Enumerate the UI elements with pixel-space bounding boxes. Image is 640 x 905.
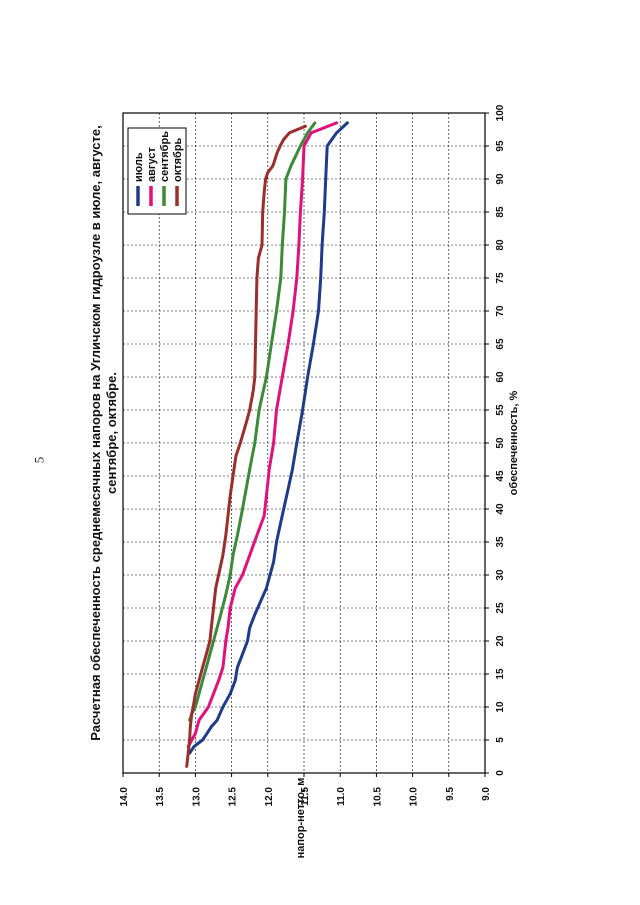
x-tick-label: 15 [495,668,506,680]
series-line-2 [188,121,317,722]
x-tick-label-group: 75 [495,272,506,284]
y-tick-label-group: 11.5 [300,787,311,806]
x-tick-label: 10 [495,701,506,713]
x-tick-label: 40 [495,503,506,515]
x-tick-label: 95 [495,140,506,152]
x-tick-label: 90 [495,173,506,185]
x-tick-label: 50 [495,437,506,449]
x-tick-label: 20 [495,635,506,647]
x-tick-label-group: 25 [495,602,506,614]
x-tick-label-group: 5 [495,737,506,743]
legend-label-group: сентябрь [159,131,171,182]
x-axis-title-group: обеспеченность, % [508,390,520,495]
y-tick-label: 10.0 [409,787,420,807]
y-tick-label-group: 12.0 [264,787,275,807]
y-tick-label: 9.0 [481,787,492,801]
y-tick-label-group: 10.0 [409,787,420,807]
x-tick-label: 45 [495,470,506,482]
x-axis-title: обеспеченность, % [508,390,520,495]
x-tick-label-group: 65 [495,338,506,350]
x-tick-label-group: 30 [495,569,506,581]
legend-label: октябрь [172,137,184,182]
x-tick-label: 85 [495,206,506,218]
x-tick-label: 5 [495,737,506,743]
y-axis-title: напор-нетто, м [295,778,307,859]
x-tick-label: 0 [495,770,506,776]
x-tick-label-group: 60 [495,371,506,383]
y-tick-label-group: 9.0 [481,787,492,801]
y-tick-label: 12.0 [264,787,275,807]
y-tick-label-group: 13.0 [191,787,202,807]
legend-label: сентябрь [159,131,171,182]
x-tick-label: 25 [495,602,506,614]
x-tick-label-group: 45 [495,470,506,482]
y-tick-label-group: 14.0 [119,787,130,807]
x-tick-label-group: 95 [495,140,506,152]
y-tick-label-group: 11.0 [336,787,347,806]
y-tick-label: 10.5 [372,787,383,807]
legend-label-group: август [146,147,158,182]
x-tick-label: 65 [495,338,506,350]
x-tick-label-group: 20 [495,635,506,647]
x-tick-label-group: 85 [495,206,506,218]
x-tick-label: 60 [495,371,506,383]
x-tick-label-group: 100 [495,104,506,121]
x-tick-label-group: 0 [495,770,506,776]
series-line-1 [186,121,339,749]
y-tick-label-group: 13.5 [155,787,166,807]
x-tick-label: 70 [495,305,506,317]
legend-label-group: октябрь [172,137,184,182]
chart-title-line: Расчетная обеспеченность среднемесячных … [88,125,103,740]
x-tick-label-group: 70 [495,305,506,317]
y-tick-label-group: 10.5 [372,787,383,807]
y-tick-label: 12.5 [228,787,239,807]
x-tick-label-group: 35 [495,536,506,548]
y-tick-label: 13.5 [155,787,166,807]
x-tick-label: 55 [495,404,506,416]
series-line-0 [188,121,349,755]
x-tick-label-group: 80 [495,239,506,251]
x-tick-label-group: 55 [495,404,506,416]
legend-label: июль [133,152,145,182]
legend-label: август [146,147,158,182]
x-tick-label: 30 [495,569,506,581]
y-axis-title-group: напор-нетто, м [295,778,307,859]
chart-title-group: Расчетная обеспеченность среднемесячных … [88,125,103,740]
y-tick-label: 11.5 [300,787,311,806]
x-tick-label-group: 40 [495,503,506,515]
x-tick-label: 35 [495,536,506,548]
x-tick-label: 80 [495,239,506,251]
x-tick-label-group: 15 [495,668,506,680]
y-tick-label: 9.5 [445,787,456,801]
chart-title-group: сентябре, октябре. [104,372,119,494]
y-tick-label-group: 9.5 [445,787,456,801]
series-line-3 [185,124,307,768]
x-tick-label: 75 [495,272,506,284]
legend-label-group: июль [133,152,145,182]
x-tick-label-group: 90 [495,173,506,185]
y-tick-label: 14.0 [119,787,130,807]
y-tick-label: 13.0 [191,787,202,807]
x-tick-label-group: 10 [495,701,506,713]
x-tick-label: 100 [495,104,506,121]
chart-title-line: сентябре, октябре. [104,372,119,494]
y-tick-label-group: 12.5 [228,787,239,807]
y-tick-label: 11.0 [336,787,347,806]
x-tick-label-group: 50 [495,437,506,449]
